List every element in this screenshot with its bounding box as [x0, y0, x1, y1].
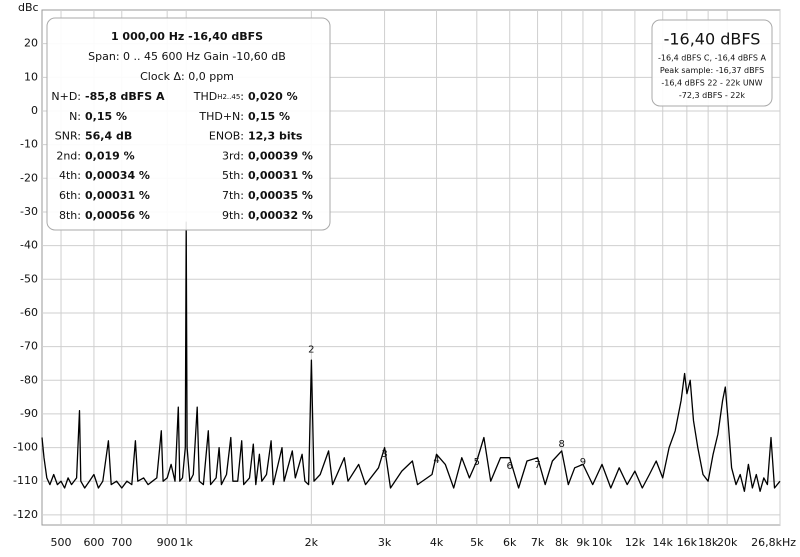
info-label-part: THD [193, 90, 217, 103]
x-tick-label: 18k [698, 536, 719, 549]
level-line: -16,4 dBFS 22 - 22k UNW [661, 79, 762, 88]
harmonic-label: 8 [559, 439, 565, 450]
x-tick-label: 14k [653, 536, 674, 549]
y-tick-label: -40 [20, 239, 38, 252]
x-tick-label: 20k [717, 536, 738, 549]
info-label: 7th: [222, 189, 244, 202]
x-tick-label: 3k [378, 536, 392, 549]
x-tick-label: 7k [531, 536, 545, 549]
info-label: ENOB: [209, 130, 244, 143]
info-value: 56,4 dB [85, 130, 132, 143]
info-value: 0,020 % [248, 90, 298, 103]
y-tick-label: -30 [20, 205, 38, 218]
y-tick-label: -50 [20, 272, 38, 285]
info-label: THD+N: [198, 110, 244, 123]
level-line: Peak sample: -16,37 dBFS [660, 66, 764, 75]
info-label-part: H2..45 [217, 93, 240, 101]
info-label: 3rd: [222, 149, 244, 162]
info-value: 0,15 % [85, 110, 127, 123]
info-label: 4th: [59, 169, 81, 182]
x-tick-label: 2k [305, 536, 319, 549]
y-tick-label: -70 [20, 340, 38, 353]
info-label: THDH2..45: [193, 90, 244, 103]
y-tick-label: -120 [13, 508, 38, 521]
info-value: 0,019 % [85, 149, 135, 162]
y-tick-label: 10 [24, 70, 38, 83]
info-box [46, 17, 331, 231]
y-tick-label: -90 [20, 407, 38, 420]
info-line: 1 000,00 Hz -16,40 dBFS [111, 30, 263, 43]
info-label: 5th: [222, 169, 244, 182]
info-label: 6th: [59, 189, 81, 202]
x-tick-label: 700 [111, 536, 132, 549]
x-tick-label: 8k [555, 536, 569, 549]
harmonic-label: 5 [474, 457, 480, 468]
info-label: N+D: [51, 90, 81, 103]
harmonic-label: 9 [580, 457, 586, 468]
info-value: 0,00031 % [85, 189, 150, 202]
x-tick-label: 900 [157, 536, 178, 549]
info-value: -85,8 dBFS A [85, 90, 165, 103]
level-main: -16,40 dBFS [664, 30, 761, 49]
info-value: 0,00034 % [85, 169, 150, 182]
x-tick-label: 5k [470, 536, 484, 549]
info-value: 0,00056 % [85, 209, 150, 222]
y-tick-label: 20 [24, 37, 38, 50]
info-label: SNR: [55, 130, 81, 143]
x-tick-label: 9k [576, 536, 590, 549]
info-label: 8th: [59, 209, 81, 222]
info-line: Span: 0 .. 45 600 Hz Gain -10,60 dB [88, 50, 286, 63]
harmonic-label: 7 [534, 460, 540, 471]
x-tick-label: 10k [592, 536, 613, 549]
y-tick-label: 0 [31, 104, 38, 117]
level-box [651, 19, 773, 107]
info-value: 0,00032 % [248, 209, 313, 222]
info-label: 9th: [222, 209, 244, 222]
x-tick-label: 1k [180, 536, 194, 549]
spectrum-trace [41, 221, 781, 492]
y-tick-label: -110 [13, 474, 38, 487]
info-label-part: : [240, 90, 244, 103]
x-tick-label: 16k [677, 536, 698, 549]
info-label: N: [69, 110, 81, 123]
y-tick-label: -80 [20, 373, 38, 386]
x-tick-label: 500 [51, 536, 72, 549]
info-value: 0,00039 % [248, 149, 313, 162]
level-line: -16,4 dBFS C, -16,4 dBFS A [658, 54, 766, 63]
harmonic-label: 4 [433, 455, 439, 466]
plot: 2 3 4 5 6 7 8 9 [41, 221, 781, 492]
info-value: 12,3 bits [248, 130, 303, 143]
overlay: 1 000,00 Hz -16,40 dBFS Span: 0 .. 45 600… [46, 17, 773, 231]
harmonic-label: 2 [308, 344, 314, 355]
x-tick-label: 4k [430, 536, 444, 549]
y-tick-label: -60 [20, 306, 38, 319]
info-line: Clock Δ: 0,0 ppm [140, 70, 234, 83]
y-tick-label: -100 [13, 441, 38, 454]
x-tick-label: 600 [83, 536, 104, 549]
x-tick-label: 26,8kHz [751, 536, 796, 549]
x-tick-label: 12k [625, 536, 646, 549]
info-label: 2nd: [56, 149, 81, 162]
level-line: -72,3 dBFS - 22k [679, 91, 746, 100]
harmonic-label: 3 [381, 449, 387, 460]
info-value: 0,00031 % [248, 169, 313, 182]
info-value: 0,15 % [248, 110, 290, 123]
y-axis-label: dBc [18, 1, 39, 14]
x-tick-label: 6k [503, 536, 517, 549]
y-tick-label: -20 [20, 171, 38, 184]
info-value: 0,00035 % [248, 189, 313, 202]
y-tick-label: -10 [20, 138, 38, 151]
harmonic-label: 6 [507, 461, 513, 472]
